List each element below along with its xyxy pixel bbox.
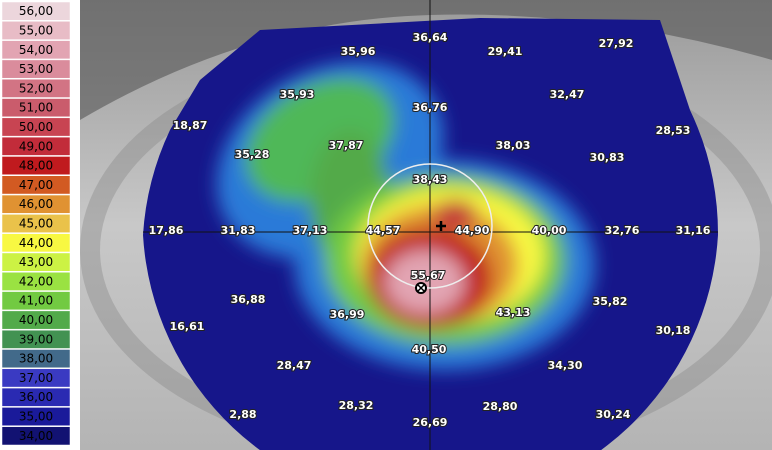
scale-swatch: [1, 349, 71, 369]
scale-label: 49,00: [19, 139, 53, 153]
curvature-value: 36,76: [413, 101, 448, 114]
eyelashes: [80, 0, 772, 120]
scale-swatch: [1, 368, 71, 388]
scale-swatch: [1, 194, 71, 214]
scale-label: 48,00: [19, 159, 53, 173]
curvature-value: 55,67: [411, 269, 446, 282]
scale-label: 56,00: [19, 4, 53, 18]
curvature-value: 36,99: [330, 308, 365, 321]
scale-label: 51,00: [19, 101, 53, 115]
scale-swatch: [1, 117, 71, 137]
curvature-value: 38,03: [496, 139, 531, 152]
curvature-value: 18,87: [173, 119, 208, 132]
curvature-value: 30,24: [596, 408, 631, 421]
scale-swatch: [1, 136, 71, 156]
scale-label: 45,00: [19, 217, 53, 231]
curvature-value: 44,57: [366, 224, 401, 237]
scale-swatch: [1, 272, 71, 291]
scale-label: 37,00: [19, 371, 53, 385]
scale-label: 42,00: [19, 274, 53, 288]
curvature-value: 34,30: [548, 359, 583, 372]
scale-swatch: [1, 252, 71, 272]
scale-swatch: [1, 156, 71, 175]
scale-label: 43,00: [19, 255, 53, 269]
scale-swatch: [1, 21, 71, 40]
curvature-value: 28,32: [339, 399, 374, 412]
curvature-value: 28,80: [483, 400, 518, 413]
curvature-value: 36,88: [231, 293, 266, 306]
curvature-value: 2,88: [229, 408, 256, 421]
curvature-value: 38,43: [413, 173, 448, 186]
curvature-value: 16,61: [170, 320, 205, 333]
topography-map: [143, 18, 719, 450]
curvature-value: 28,53: [656, 124, 691, 137]
pupil-circle: [367, 163, 493, 289]
curvature-value: 17,86: [149, 224, 184, 237]
curvature-value: 30,18: [656, 324, 691, 337]
scale-label: 38,00: [19, 352, 53, 366]
scale-label: 44,00: [19, 236, 53, 250]
scale-label: 35,00: [19, 410, 53, 424]
curvature-value: 43,13: [496, 306, 531, 319]
curvature-value: 37,87: [329, 139, 364, 152]
scale-label: 41,00: [19, 294, 53, 308]
scale-label: 40,00: [19, 313, 53, 327]
scale-swatch: [1, 40, 71, 60]
scale-label: 36,00: [19, 390, 53, 404]
scale-swatch: [1, 329, 71, 349]
curvature-value: 36,64: [413, 31, 448, 44]
scale-swatch: [1, 214, 71, 233]
curvature-value: 40,50: [412, 343, 447, 356]
curvature-value: 35,93: [280, 88, 315, 101]
scale-swatch: [1, 59, 71, 79]
scale-label: 52,00: [19, 81, 53, 95]
curvature-value: 29,41: [488, 45, 523, 58]
scale-swatch: [1, 310, 71, 330]
curvature-value: 44,90: [455, 224, 490, 237]
curvature-value: 31,83: [221, 224, 256, 237]
scale-swatch: [1, 1, 71, 21]
scale-swatch: [1, 78, 71, 98]
scale-swatch: [1, 407, 71, 426]
scale-label: 39,00: [19, 332, 53, 346]
curvature-value: 40,00: [532, 224, 567, 237]
scale-label: 34,00: [19, 429, 53, 443]
scale-swatch: [1, 233, 71, 253]
curvature-value: 27,92: [599, 37, 634, 50]
scale-label: 55,00: [19, 23, 53, 37]
scale-swatch: [1, 175, 71, 195]
scale-label: 53,00: [19, 62, 53, 76]
scale-swatch: [1, 98, 71, 118]
center-marker: [436, 221, 446, 231]
curvature-value: 26,69: [413, 416, 448, 429]
apex-marker: [415, 282, 427, 294]
curvature-value: 32,76: [605, 224, 640, 237]
curvature-value: 30,83: [590, 151, 625, 164]
curvature-value: 37,13: [293, 224, 328, 237]
scale-swatch: [1, 291, 71, 311]
curvature-value: 32,47: [550, 88, 585, 101]
scale-label: 47,00: [19, 178, 53, 192]
scale-label: 50,00: [19, 120, 53, 134]
curvature-value: 35,96: [341, 45, 376, 58]
color-scale: 56,00 55,00 54,00 53,00 52,00 51,00 50,00 49,00…: [1, 1, 71, 446]
scale-label: 46,00: [19, 197, 53, 211]
scale-swatch: [1, 387, 71, 407]
curvature-value: 35,82: [593, 295, 628, 308]
scale-swatch: [1, 426, 71, 446]
curvature-value: 28,47: [277, 359, 312, 372]
curvature-value: 31,16: [676, 224, 711, 237]
scale-label: 54,00: [19, 43, 53, 57]
curvature-value: 35,28: [235, 148, 270, 161]
